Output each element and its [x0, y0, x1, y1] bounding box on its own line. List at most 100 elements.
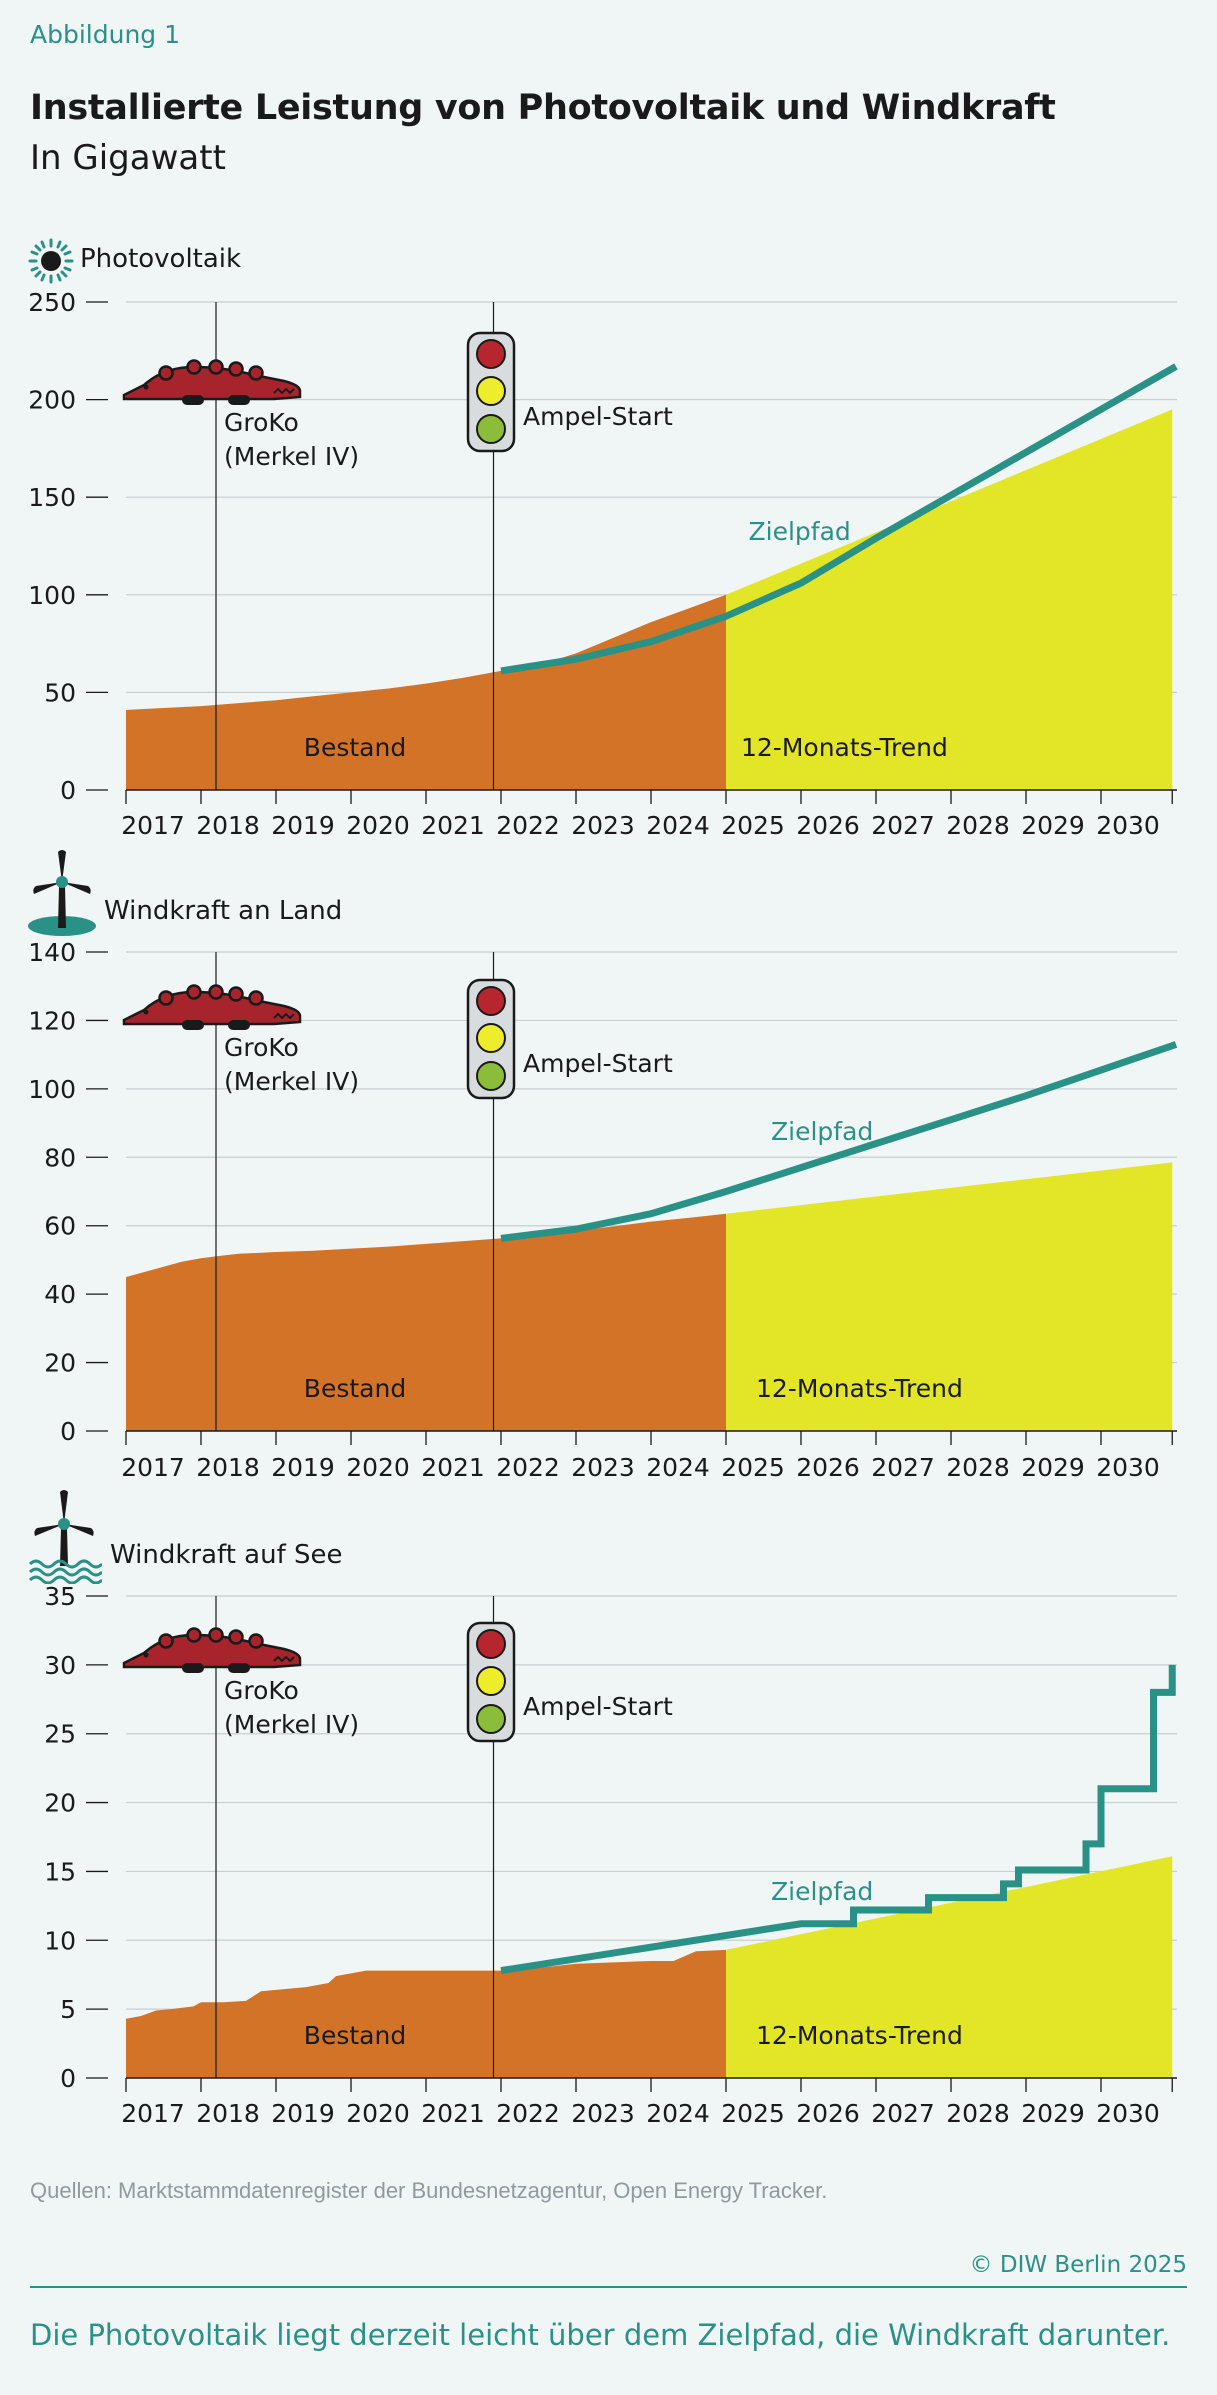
ampel-label: Ampel-Start — [523, 402, 673, 431]
x-tick-label: 2017 — [121, 2099, 185, 2128]
traffic-light-red — [476, 339, 506, 369]
bestand-label: Bestand — [304, 1374, 406, 1403]
x-tick-label: 2023 — [571, 1453, 635, 1482]
traffic-light-red — [476, 1629, 506, 1659]
crocodile-scale — [228, 986, 244, 1002]
y-tick-label: 100 — [28, 581, 76, 610]
panel-title-photovoltaik: Photovoltaik — [80, 244, 242, 274]
crocodile-scale — [186, 1627, 202, 1643]
y-tick-label: 40 — [44, 1280, 76, 1309]
crocodile-scale — [208, 1627, 224, 1643]
panel-title-windkraft-land: Windkraft an Land — [104, 896, 343, 926]
bestand-label: Bestand — [304, 733, 406, 762]
divider — [30, 2286, 1187, 2288]
crocodile-scale — [228, 361, 244, 377]
crocodile-icon — [122, 1627, 302, 1673]
crocodile-scale — [186, 984, 202, 1000]
groko-label: GroKo — [224, 1033, 299, 1062]
x-tick-label: 2025 — [721, 811, 785, 840]
x-tick-label: 2024 — [646, 1453, 710, 1482]
x-tick-label: 2020 — [346, 811, 410, 840]
traffic-light-yellow — [476, 376, 506, 406]
crocodile-icon — [122, 359, 302, 405]
y-tick-label: 150 — [28, 483, 76, 512]
crocodile-scale — [228, 1629, 244, 1645]
crocodile-leg — [182, 395, 204, 405]
y-tick-label: 10 — [44, 1926, 76, 1955]
groko-sublabel: (Merkel IV) — [224, 1710, 359, 1739]
crocodile-scale — [158, 990, 174, 1006]
x-tick-label: 2026 — [796, 2099, 860, 2128]
panel-title-windkraft-see: Windkraft auf See — [110, 1540, 343, 1570]
bestand-area — [126, 1949, 726, 2078]
x-tick-label: 2019 — [271, 1453, 335, 1482]
x-tick-label: 2019 — [271, 811, 335, 840]
trend-label: 12-Monats-Trend — [756, 2021, 963, 2050]
x-tick-label: 2028 — [946, 1453, 1010, 1482]
crocodile-scale — [248, 990, 264, 1006]
x-tick-label: 2017 — [121, 1453, 185, 1482]
crocodile-leg — [182, 1663, 204, 1673]
y-tick-label: 250 — [28, 288, 76, 317]
figure-label: Abbildung 1 — [30, 20, 181, 49]
x-tick-label: 2024 — [646, 811, 710, 840]
groko-label: GroKo — [224, 408, 299, 437]
y-tick-label: 60 — [44, 1212, 76, 1241]
x-tick-label: 2018 — [196, 1453, 260, 1482]
x-tick-label: 2028 — [946, 2099, 1010, 2128]
crocodile-scale — [158, 365, 174, 381]
x-tick-label: 2030 — [1096, 811, 1160, 840]
traffic-light-green — [476, 1704, 506, 1734]
y-tick-label: 120 — [28, 1006, 76, 1035]
crocodile-leg — [228, 395, 250, 405]
traffic-light-green — [476, 1061, 506, 1091]
traffic-light-green — [476, 414, 506, 444]
caption: Die Photovoltaik liegt derzeit leicht üb… — [30, 2318, 1171, 2352]
x-tick-label: 2029 — [1021, 1453, 1085, 1482]
source-note: Quellen: Marktstammdatenregister der Bun… — [30, 2178, 828, 2203]
zielpfad-label: Zielpfad — [771, 1117, 873, 1146]
y-tick-label: 140 — [28, 938, 76, 967]
x-tick-label: 2024 — [646, 2099, 710, 2128]
zielpfad-line — [500, 1041, 1178, 1242]
trend-label: 12-Monats-Trend — [756, 1374, 963, 1403]
ampel-label: Ampel-Start — [523, 1692, 673, 1721]
x-tick-label: 2029 — [1021, 2099, 1085, 2128]
crocodile-teeth — [273, 1655, 295, 1663]
x-tick-label: 2022 — [496, 2099, 560, 2128]
x-tick-label: 2023 — [571, 2099, 635, 2128]
wind-turbine-sea-icon — [28, 1490, 102, 1584]
zielpfad-label: Zielpfad — [771, 1877, 873, 1906]
traffic-light-icon — [466, 1621, 516, 1743]
y-tick-label: 20 — [44, 1789, 76, 1818]
bestand-area — [126, 1213, 726, 1431]
bestand-area — [126, 594, 726, 790]
chart-subtitle: In Gigawatt — [30, 138, 226, 178]
x-tick-label: 2018 — [196, 2099, 260, 2128]
y-tick-label: 100 — [28, 1075, 76, 1104]
groko-label: GroKo — [224, 1676, 299, 1705]
x-tick-label: 2027 — [871, 811, 935, 840]
x-tick-label: 2023 — [571, 811, 635, 840]
x-tick-label: 2020 — [346, 2099, 410, 2128]
y-tick-label: 200 — [28, 386, 76, 415]
chart-title: Installierte Leistung von Photovoltaik u… — [30, 88, 1056, 128]
y-tick-label: 0 — [60, 2064, 76, 2093]
x-tick-label: 2027 — [871, 1453, 935, 1482]
crocodile-scale — [248, 365, 264, 381]
copyright: © DIW Berlin 2025 — [969, 2252, 1187, 2278]
x-tick-label: 2026 — [796, 811, 860, 840]
groko-sublabel: (Merkel IV) — [224, 442, 359, 471]
y-tick-label: 5 — [60, 1995, 76, 2024]
crocodile-scale — [158, 1633, 174, 1649]
ampel-label: Ampel-Start — [523, 1049, 673, 1078]
zielpfad-line — [500, 1664, 1176, 1975]
x-tick-label: 2021 — [421, 2099, 485, 2128]
x-tick-label: 2022 — [496, 1453, 560, 1482]
x-tick-label: 2028 — [946, 811, 1010, 840]
x-tick-label: 2020 — [346, 1453, 410, 1482]
x-tick-label: 2017 — [121, 811, 185, 840]
traffic-light-yellow — [476, 1666, 506, 1696]
traffic-light-yellow — [476, 1023, 506, 1053]
crocodile-leg — [228, 1663, 250, 1673]
